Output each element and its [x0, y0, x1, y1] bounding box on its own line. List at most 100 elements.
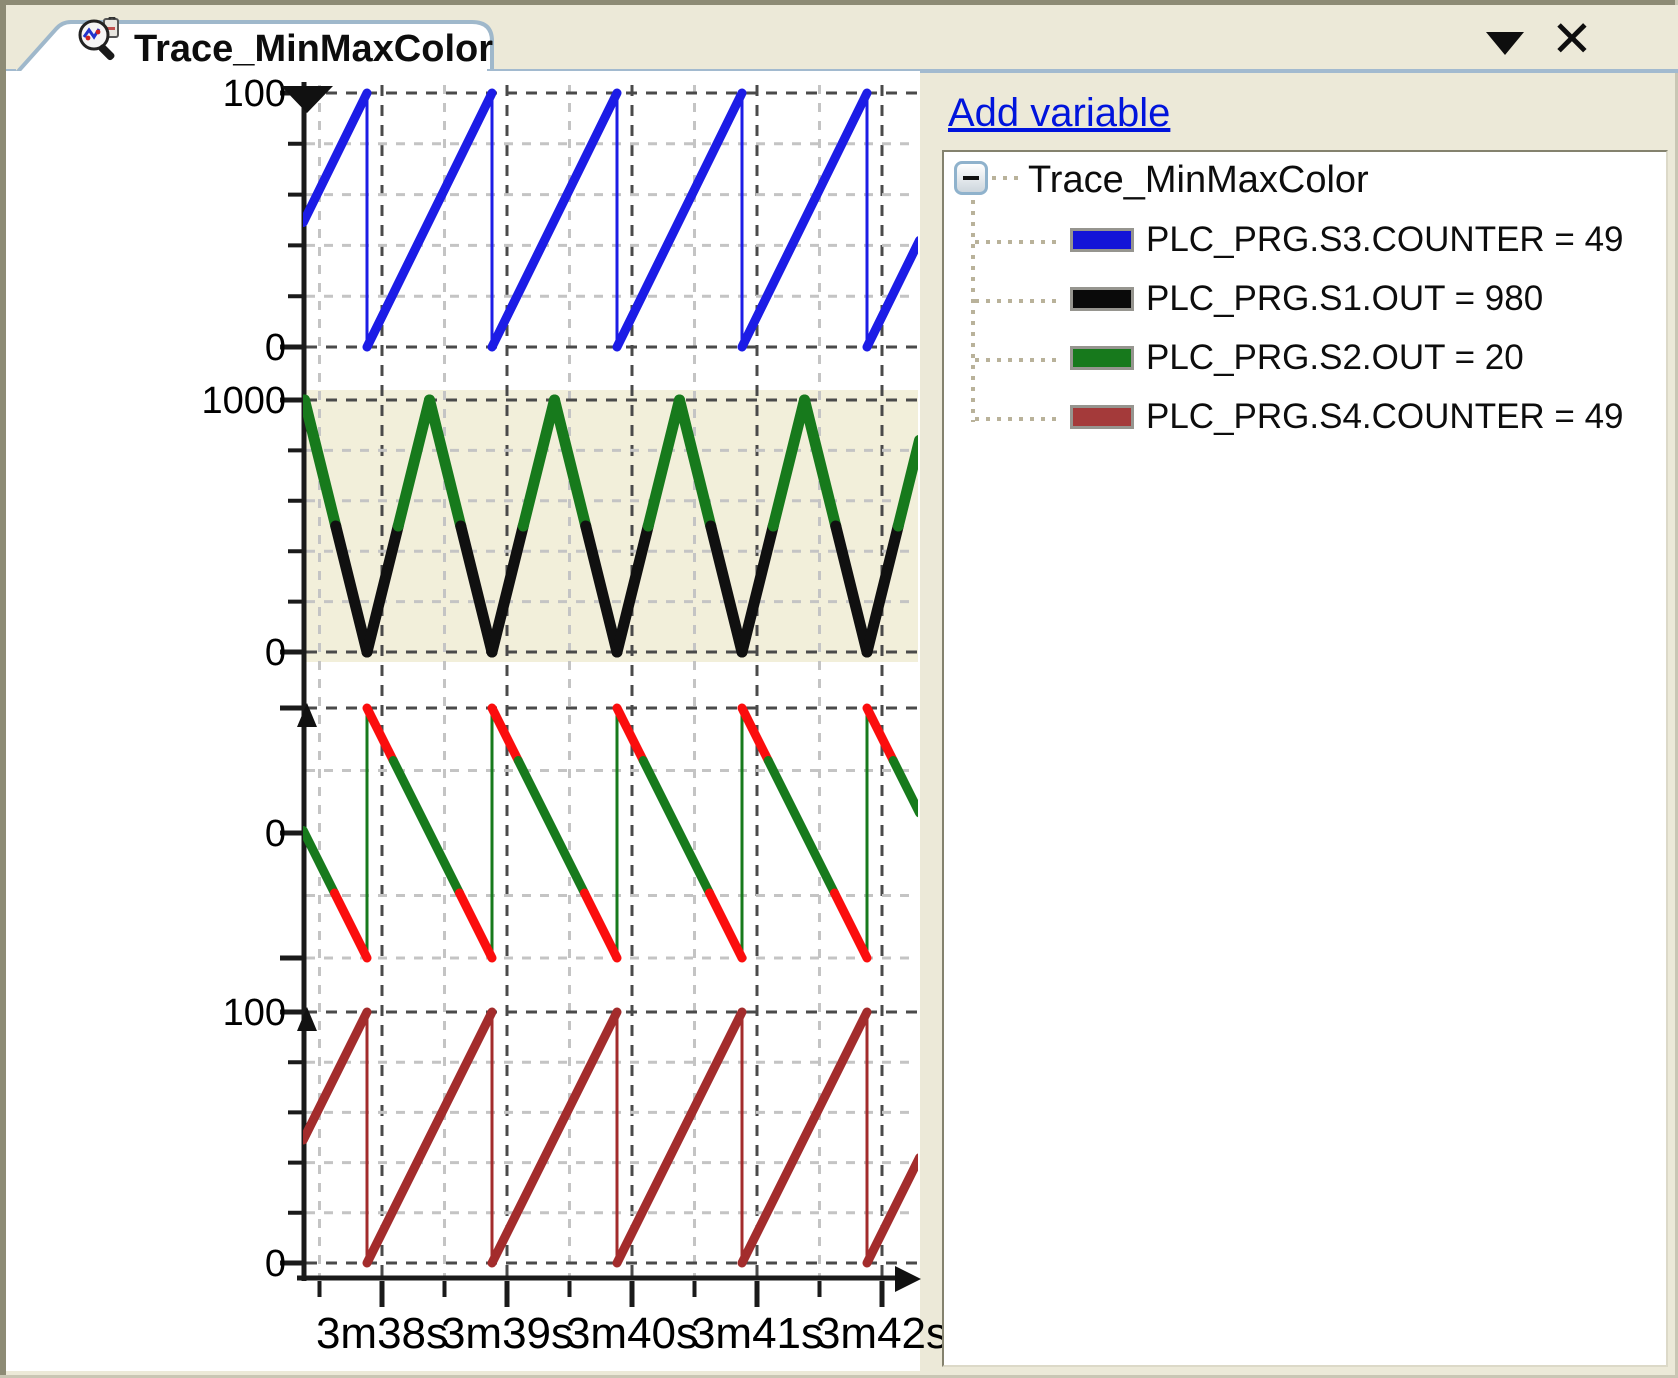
- trace-segment: [799, 394, 842, 532]
- tree-expander-collapse-button[interactable]: [954, 161, 988, 195]
- tree-root-label[interactable]: Trace_MinMaxColor: [1028, 159, 1369, 201]
- trace-segment: [486, 520, 529, 658]
- trace-segment: [705, 520, 748, 658]
- window-border-right: [1675, 0, 1678, 1378]
- trace-segment: [736, 520, 779, 658]
- trace-segment: [862, 236, 918, 352]
- y-axis-marker-plot4: [297, 1007, 317, 1031]
- x-axis-label: 3m39s: [441, 1309, 573, 1358]
- trace-segment: [549, 394, 592, 532]
- trace-segment: [303, 826, 339, 898]
- trace-segment: [862, 703, 898, 765]
- x-axis-arrow: [895, 1266, 921, 1292]
- trace-segment: [674, 394, 717, 532]
- window-border-bottom: [0, 1375, 1678, 1378]
- trace-segment: [862, 1153, 918, 1268]
- y-axis-label: 0: [265, 327, 286, 369]
- trace-segment: [330, 888, 372, 963]
- variables-panel: Add variable Trace_MinMaxColor PLC_PRG.S…: [920, 71, 1672, 1371]
- trace-segment: [861, 520, 904, 658]
- trace-segment: [642, 394, 685, 532]
- collapse-caret-icon[interactable]: [1486, 32, 1524, 55]
- trace-segment: [487, 1007, 622, 1268]
- tree-item-s2-out[interactable]: PLC_PRG.S2.OUT = 20: [944, 338, 1664, 382]
- y-axis-label: 1000: [201, 380, 286, 422]
- trace-segment: [612, 1007, 747, 1268]
- trace-segment: [705, 888, 747, 963]
- x-axis-label: 3m38s: [316, 1309, 448, 1358]
- tree-item-s4-counter[interactable]: PLC_PRG.S4.COUNTER = 49: [944, 397, 1664, 441]
- tab-strip-line-right: [487, 69, 1678, 73]
- trace-segment: [303, 1007, 372, 1145]
- legend-swatch-darkred: [1070, 405, 1134, 429]
- trace-segment: [455, 888, 497, 963]
- y-axis-label: 0: [265, 632, 286, 674]
- trace-segment: [487, 703, 523, 765]
- trace-segment: [424, 394, 467, 532]
- close-icon[interactable]: ✕: [1551, 11, 1593, 67]
- trace-segment: [303, 88, 372, 228]
- trace-segment: [362, 1007, 497, 1268]
- waveforms: [303, 88, 918, 1268]
- trace-segment: [580, 888, 622, 963]
- trace-segment: [362, 88, 497, 352]
- trace-document-icon: [78, 17, 119, 61]
- y-axis-label: 0: [265, 813, 286, 855]
- minus-icon: [963, 176, 979, 180]
- tree-item-s1-out[interactable]: PLC_PRG.S1.OUT = 980: [944, 279, 1664, 323]
- tab-bar: Trace_MinMaxColor ✕: [6, 5, 1678, 77]
- x-axis-label: 3m41s: [691, 1309, 823, 1358]
- trace-segment: [611, 520, 654, 658]
- trace-segment: [612, 88, 747, 352]
- y-axis-label: 100: [223, 992, 286, 1034]
- trace-segment: [580, 520, 623, 658]
- tree-item-s3-counter[interactable]: PLC_PRG.S3.COUNTER = 49: [944, 220, 1664, 264]
- window-border-left: [0, 0, 6, 1378]
- trace-segment: [638, 756, 714, 898]
- y-axis-label: 100: [223, 73, 286, 115]
- trace-segment: [517, 394, 560, 532]
- variable-label: PLC_PRG.S4.COUNTER = 49: [1146, 397, 1624, 436]
- variable-label: PLC_PRG.S1.OUT = 980: [1146, 279, 1544, 318]
- window-border-top: [0, 0, 1678, 5]
- trace-segment: [737, 703, 773, 765]
- trace-segment: [513, 756, 589, 898]
- x-axis-label: 3m42s: [816, 1309, 948, 1358]
- legend-swatch-green: [1070, 346, 1134, 370]
- add-variable-link[interactable]: Add variable: [948, 91, 1171, 135]
- trace-segment: [612, 703, 648, 765]
- variable-tree: Trace_MinMaxColor PLC_PRG.S3.COUNTER = 4…: [942, 150, 1668, 1367]
- tree-connector: [992, 176, 1022, 180]
- y-axis-label: 0: [265, 1243, 286, 1285]
- tree-connector: [975, 240, 1063, 244]
- legend-swatch-blue: [1070, 228, 1134, 252]
- trace-segment: [303, 394, 342, 532]
- trace-segment: [361, 520, 404, 658]
- y-axis-marker-plot3: [297, 703, 317, 727]
- trace-segment: [830, 520, 873, 658]
- trace-segment: [763, 756, 839, 898]
- trace-segment: [362, 703, 398, 765]
- legend-swatch-black: [1070, 287, 1134, 311]
- trace-segment: [888, 756, 918, 818]
- tree-connector: [975, 299, 1063, 303]
- x-axis-label: 3m40s: [566, 1309, 698, 1358]
- trace-segment: [737, 1007, 872, 1268]
- trace-segment: [892, 435, 918, 532]
- tab-title: Trace_MinMaxColor: [134, 28, 493, 70]
- trace-segment: [830, 888, 872, 963]
- variable-label: PLC_PRG.S3.COUNTER = 49: [1146, 220, 1624, 259]
- tree-connector: [975, 417, 1063, 421]
- tree-connector: [975, 358, 1063, 362]
- trace-tab[interactable]: [6, 5, 546, 77]
- variable-label: PLC_PRG.S2.OUT = 20: [1146, 338, 1524, 377]
- trace-segment: [330, 520, 373, 658]
- trace-segment: [388, 756, 464, 898]
- trace-segment: [487, 88, 622, 352]
- y-axis-arrow-plot1: [281, 86, 333, 113]
- trace-segment: [767, 394, 810, 532]
- trace-segment: [455, 520, 498, 658]
- trace-segment: [392, 394, 435, 532]
- trace-segment: [737, 88, 872, 352]
